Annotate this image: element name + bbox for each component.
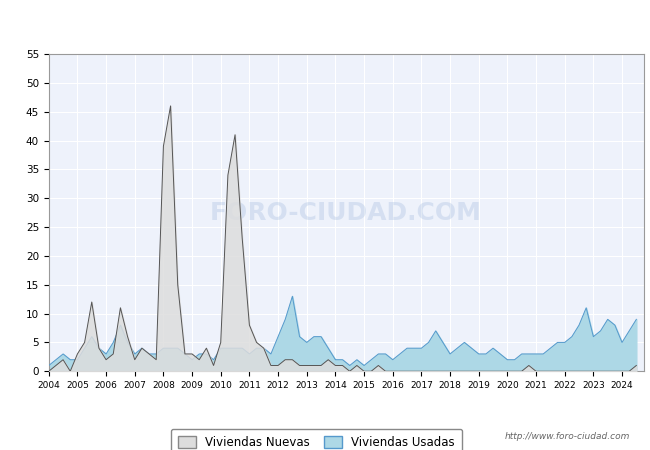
Text: http://www.foro-ciudad.com: http://www.foro-ciudad.com — [505, 432, 630, 441]
Legend: Viviendas Nuevas, Viviendas Usadas: Viviendas Nuevas, Viviendas Usadas — [171, 428, 462, 450]
Text: FORO-CIUDAD.COM: FORO-CIUDAD.COM — [210, 201, 482, 225]
Text: Alcuéscar - Evolucion del Nº de Transacciones Inmobiliarias: Alcuéscar - Evolucion del Nº de Transacc… — [119, 17, 531, 31]
